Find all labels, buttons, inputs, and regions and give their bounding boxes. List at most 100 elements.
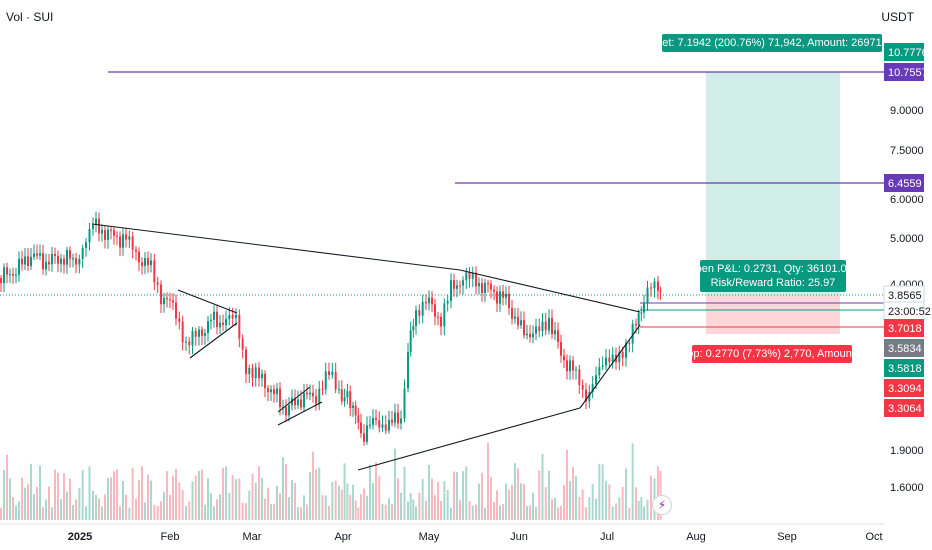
volume-bar [288,497,290,520]
candle-body [532,333,534,338]
volume-bar [251,473,254,520]
volume-bar [421,478,424,520]
candle-body [75,258,77,265]
y-tick-label: 6.0000 [890,194,924,206]
volume-bar [33,494,35,520]
indicator-label[interactable]: Vol · SUI [6,10,54,24]
volume-bar [175,469,177,520]
candle-body [611,354,614,363]
candle-body [462,280,464,286]
volume-bar [637,500,640,520]
candle-body [418,310,421,316]
volume-bar [128,507,131,520]
volume-bar [588,496,591,520]
candle-body [588,392,591,402]
volume-bar [45,499,47,520]
candle-body [30,256,32,267]
candle-body [415,310,417,327]
price-axis-panel [884,0,932,550]
volume-bar [185,506,187,520]
y-tick-label: 1.9000 [890,445,924,457]
candle-body [150,260,152,266]
candle-body [523,320,525,336]
candle-body [66,250,68,265]
volume-bar [526,506,528,520]
volume-bar [27,484,29,520]
candle-body [381,424,384,428]
candle-body [57,255,59,264]
candle-body [343,397,346,402]
candle-body [216,311,218,328]
volume-bar [306,504,308,520]
candle-body [425,301,427,304]
candle-body [279,388,281,408]
candle-body [300,399,302,408]
volume-bar [24,487,26,520]
volume-bar [581,489,584,520]
candle-body [21,258,23,265]
volume-bar [72,505,74,520]
candle-body [575,369,577,371]
candle-body [384,424,387,431]
volume-bar [434,495,436,520]
volume-bar [618,497,621,520]
volume-bar [523,484,525,520]
x-tick-label: Aug [686,531,706,543]
candle-body [248,367,251,375]
candle-body [541,321,544,332]
volume-bar [456,472,458,520]
volume-bar [141,466,143,520]
candle-body [24,256,26,265]
volume-bar [201,469,203,520]
volume-bar [354,500,357,520]
volume-bar [122,480,124,520]
volume-bar [60,499,62,520]
volume-bar [635,487,637,520]
volume-bar [388,498,390,520]
candle-body [440,316,442,327]
candle-body [185,341,187,343]
volume-bar [188,501,191,520]
volume-bar [381,503,384,520]
trendline [579,324,641,409]
candle-body [135,249,137,252]
volume-bar [312,451,314,520]
candle-body [496,291,498,304]
candle-body [315,396,317,404]
candle-body [563,355,565,361]
lightning-icon[interactable]: ⚡ [652,495,672,515]
volume-bar [548,470,550,520]
volume-bar [66,491,68,520]
volume-bar [591,484,594,520]
candle-body [15,274,17,276]
candle-body [175,302,177,319]
candle-body [443,303,446,327]
volume-bar [493,501,495,520]
candle-body [210,319,212,322]
volume-bar [178,482,181,520]
candle-body [0,278,2,283]
volume-bar [428,464,430,520]
volume-bar [566,449,568,520]
volume-bar [391,504,393,520]
candle-body [188,341,191,346]
currency-label[interactable]: USDT [881,10,914,24]
candle-body [357,415,360,423]
volume-bar [318,467,321,520]
candle-body [391,419,393,423]
candle-body [27,256,29,267]
candle-body [585,389,587,402]
candle-body [113,230,115,236]
volume-bar [88,466,91,520]
volume-bar [557,507,559,520]
candle-body [397,412,399,424]
volume-bar [85,506,87,520]
volume-bar [69,478,71,520]
volume-bar [104,494,106,520]
volume-bar [569,481,571,520]
candle-body [625,343,627,358]
candle-body [653,281,656,289]
candle-body [375,417,377,421]
x-tick-label: Oct [865,531,882,543]
